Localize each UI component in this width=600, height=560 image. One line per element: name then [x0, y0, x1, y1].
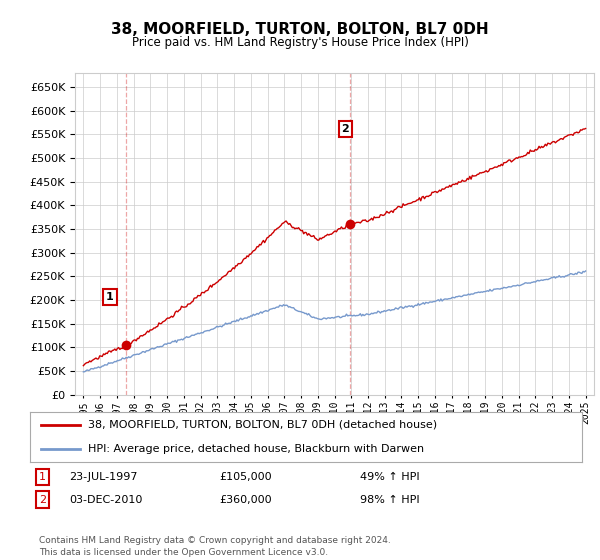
Text: 1: 1 [39, 472, 46, 482]
Text: 2: 2 [341, 124, 349, 134]
Text: 1: 1 [106, 292, 114, 302]
Text: 98% ↑ HPI: 98% ↑ HPI [360, 494, 419, 505]
Text: 38, MOORFIELD, TURTON, BOLTON, BL7 0DH: 38, MOORFIELD, TURTON, BOLTON, BL7 0DH [111, 22, 489, 38]
Text: 49% ↑ HPI: 49% ↑ HPI [360, 472, 419, 482]
Text: HPI: Average price, detached house, Blackburn with Darwen: HPI: Average price, detached house, Blac… [88, 444, 424, 454]
Text: Price paid vs. HM Land Registry's House Price Index (HPI): Price paid vs. HM Land Registry's House … [131, 36, 469, 49]
Text: £360,000: £360,000 [219, 494, 272, 505]
Text: Contains HM Land Registry data © Crown copyright and database right 2024.
This d: Contains HM Land Registry data © Crown c… [39, 536, 391, 557]
Text: 2: 2 [39, 494, 46, 505]
Text: 38, MOORFIELD, TURTON, BOLTON, BL7 0DH (detached house): 38, MOORFIELD, TURTON, BOLTON, BL7 0DH (… [88, 419, 437, 430]
Text: 03-DEC-2010: 03-DEC-2010 [69, 494, 142, 505]
Text: £105,000: £105,000 [219, 472, 272, 482]
Text: 23-JUL-1997: 23-JUL-1997 [69, 472, 137, 482]
